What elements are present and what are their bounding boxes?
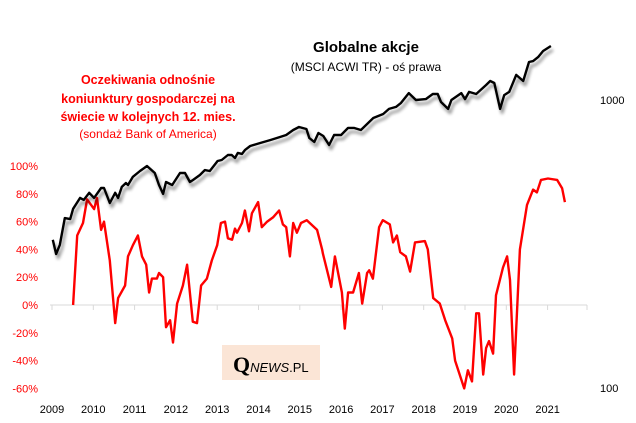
annotation-line: koniunktury gospodarczej na [61,92,236,106]
left-y-tick-label: 0% [22,300,38,312]
x-tick-label: 2011 [123,404,147,416]
watermark-news: NEWS [250,360,289,375]
left-y-tick-label: 60% [16,217,38,229]
x-tick-label: 2020 [494,404,518,416]
series-line-expectations [71,177,567,390]
watermark-pl: .PL [289,360,309,375]
annotation-line: Oczekiwania odnośnie [81,73,215,87]
annotation-line: (sondaż Bank of America) [79,127,216,141]
x-tick-label: 2009 [40,404,64,416]
x-tick-label: 2013 [205,404,229,416]
x-tick-label: 2016 [329,404,353,416]
x-tick-label: 2017 [370,404,394,416]
series [51,44,567,390]
left-y-tick-label: 40% [16,244,38,256]
x-tick-label: 2012 [164,404,188,416]
watermark-q: Q [233,352,250,377]
x-tick-label: 2019 [453,404,477,416]
x-tick-label: 2021 [535,404,559,416]
axes: 2009 2010 2011 2012 2013 2014 2015 2016 2017 2018… [10,95,625,416]
series-annotation: Oczekiwania odnośnie koniunktury gospoda… [60,73,235,141]
left-y-tick-label: -40% [12,356,38,368]
x-tick-label: 2018 [411,404,435,416]
left-y-tick-label: 20% [16,272,38,284]
x-tick-label: 2010 [81,404,105,416]
left-y-tick-label: -20% [12,328,38,340]
right-y-tick-label: 1000 [600,95,624,107]
left-y-tick-label: 100% [10,161,38,173]
chart-subtitle: (MSCI ACWI TR) - oś prawa [291,60,442,74]
watermark-text: QNEWS.PL [233,352,309,377]
watermark-background [222,345,320,380]
series-line-msci-acwi [51,44,552,256]
left-y-tick-label: -60% [12,383,38,395]
x-tick-label: 2014 [246,404,270,416]
x-tick-label: 2015 [288,404,312,416]
watermark: QNEWS.PL [222,345,320,380]
annotation-line: świecie w kolejnych 12. mies. [60,110,235,124]
left-y-tick-label: 80% [16,189,38,201]
right-y-tick-label: 100 [600,383,618,395]
chart-title: Globalne akcje [313,39,419,56]
